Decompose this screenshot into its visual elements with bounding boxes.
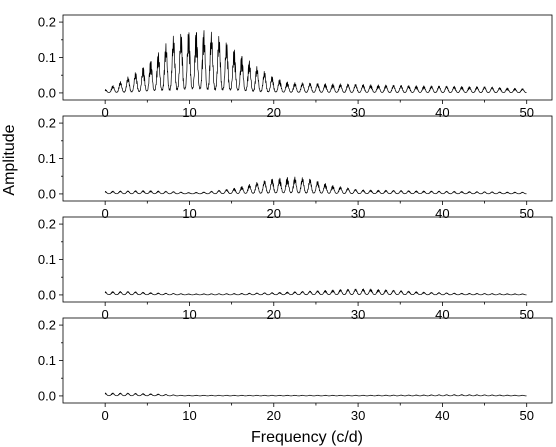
y-tick-label: 0.0 bbox=[38, 85, 56, 100]
y-tick-label: 0.0 bbox=[38, 287, 56, 302]
x-tick-label: 20 bbox=[267, 408, 281, 423]
x-tick-label: 0 bbox=[102, 408, 109, 423]
plot-frame bbox=[62, 115, 553, 202]
panel-3: 0.0 0.1 0.2 0 10 20 30 40 50 bbox=[38, 216, 553, 322]
y-tick-label: 0.1 bbox=[38, 353, 56, 368]
x-tick-label: 10 bbox=[182, 105, 196, 120]
y-tick-label: 0.0 bbox=[38, 186, 56, 201]
y-tick-label: 0.2 bbox=[38, 318, 56, 333]
x-tick-label: 30 bbox=[351, 105, 365, 120]
panel-2: 0.0 0.1 0.2 0 10 20 30 40 50 bbox=[38, 115, 553, 221]
panel-1: 0.0 0.1 0.2 0 10 20 30 40 50 bbox=[38, 14, 553, 120]
y-tick-label: 0.2 bbox=[38, 116, 56, 131]
x-tick-label: 40 bbox=[435, 307, 449, 322]
y-tick-label: 0.1 bbox=[38, 50, 56, 65]
y-tick-label: 0.2 bbox=[38, 217, 56, 232]
y-axis-title: Amplitude bbox=[1, 124, 18, 195]
plot-frame bbox=[62, 317, 553, 404]
spectrum-line-panel-2 bbox=[104, 176, 527, 195]
x-tick-label: 0 bbox=[102, 105, 109, 120]
x-tick-label: 30 bbox=[351, 307, 365, 322]
x-tick-label: 10 bbox=[182, 408, 196, 423]
spectrum-line-panel-3 bbox=[104, 288, 527, 296]
y-tick-label: 0.2 bbox=[38, 15, 56, 30]
y-tick-label: 0.0 bbox=[38, 388, 56, 403]
plot-frame bbox=[62, 216, 553, 303]
x-tick-label: 40 bbox=[435, 206, 449, 221]
y-tick-label: 0.1 bbox=[38, 151, 56, 166]
x-tick-label: 30 bbox=[351, 206, 365, 221]
x-tick-label: 40 bbox=[435, 105, 449, 120]
spectrum-line-panel-1 bbox=[104, 30, 527, 94]
x-tick-label: 0 bbox=[102, 307, 109, 322]
x-tick-label: 20 bbox=[267, 206, 281, 221]
x-tick-label: 50 bbox=[519, 408, 533, 423]
x-tick-label: 10 bbox=[182, 206, 196, 221]
x-tick-label: 0 bbox=[102, 206, 109, 221]
x-tick-label: 50 bbox=[519, 307, 533, 322]
x-tick-label: 30 bbox=[351, 408, 365, 423]
x-tick-label: 20 bbox=[267, 307, 281, 322]
panel-4: 0.0 0.1 0.2 0 10 20 30 40 50 bbox=[38, 317, 553, 423]
x-tick-label: 50 bbox=[519, 206, 533, 221]
x-axis-title: Frequency (c/d) bbox=[251, 429, 363, 446]
x-tick-label: 40 bbox=[435, 408, 449, 423]
plot-frame bbox=[62, 14, 553, 101]
x-tick-label: 10 bbox=[182, 307, 196, 322]
x-tick-label: 50 bbox=[519, 105, 533, 120]
spectrum-line-panel-4 bbox=[104, 392, 527, 397]
x-tick-label: 20 bbox=[267, 105, 281, 120]
y-tick-label: 0.1 bbox=[38, 252, 56, 267]
